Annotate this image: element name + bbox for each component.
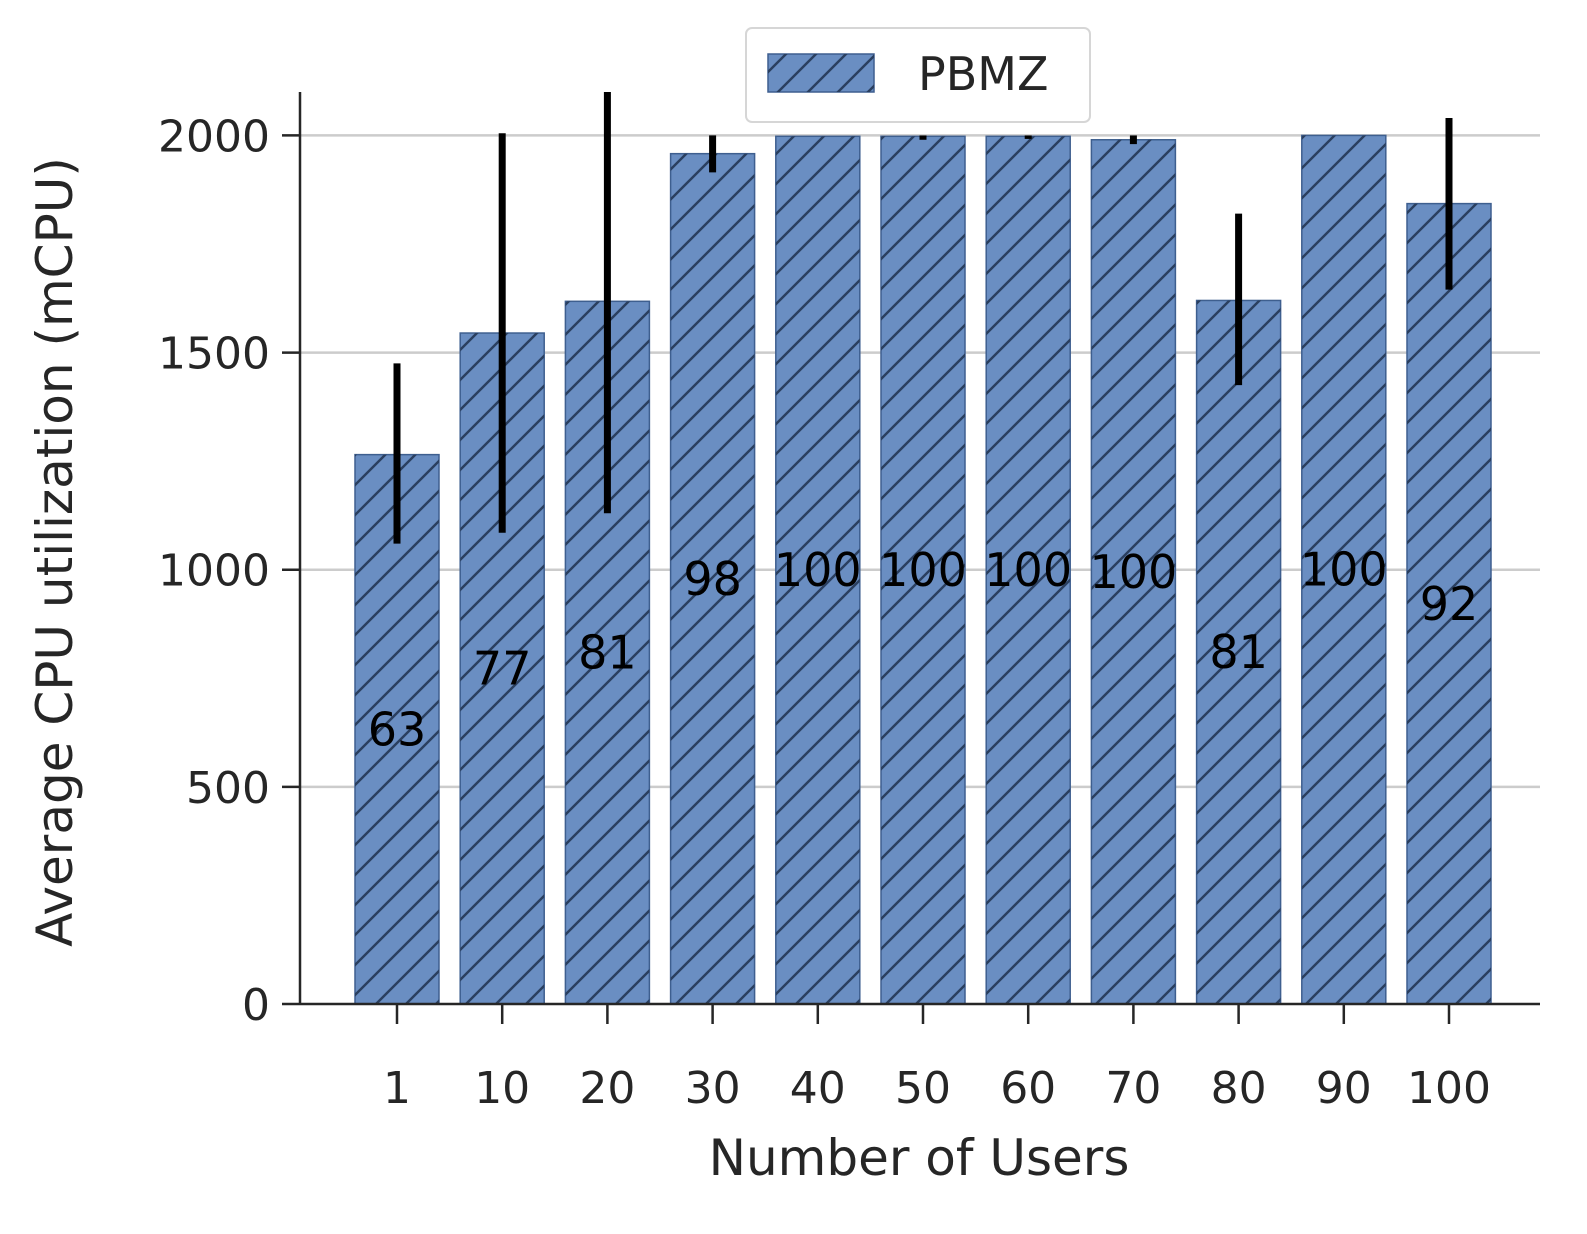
bar-hatch [775,136,860,1005]
bar-hatch [881,136,965,1005]
x-axis-title: Number of Users [709,1129,1130,1187]
y-tick-label: 0 [242,980,270,1031]
bar-hatch [1407,203,1491,1004]
x-tick-label: 40 [790,1063,846,1114]
x-tick-label: 20 [579,1063,635,1114]
bar-value-label: 81 [578,626,637,680]
y-tick-label: 500 [186,763,270,814]
x-tick-label: 60 [1000,1063,1056,1114]
bar-value-label: 100 [1300,543,1388,597]
y-tick-label: 1000 [158,546,270,597]
y-ticks: 0 500 1000 1500 2000 [158,111,300,1031]
legend-box [745,27,1091,123]
bar-hatch [986,136,1071,1005]
bar-hatch [1301,135,1386,1004]
x-tick-label: 1 [383,1063,411,1114]
bar-value-label: 77 [473,642,532,696]
legend-label: PBMZ [918,47,1049,101]
x-ticks: 1 10 20 30 40 50 60 70 80 90 100 [383,1004,1491,1114]
bar-value-label: 100 [1089,545,1177,599]
bar-value-label: 92 [1420,577,1479,631]
y-tick-label: 2000 [158,111,270,162]
bar-value-label: 100 [879,543,967,597]
bar-value-label: 81 [1209,625,1268,679]
legend: PBMZ [745,27,1091,123]
x-tick-label: 70 [1105,1063,1161,1114]
x-tick-label: 100 [1407,1063,1491,1114]
y-tick-label: 1500 [158,329,270,380]
bar-hatch [1196,300,1281,1004]
x-tick-label: 10 [474,1063,530,1114]
error-bars [393,92,1453,544]
legend-swatch-hatch [768,54,874,92]
bar-value-label: 100 [774,543,862,597]
bar-value-label: 100 [984,543,1072,597]
bar-hatch [670,153,755,1004]
x-tick-label: 90 [1316,1063,1372,1114]
x-tick-label: 50 [895,1063,951,1114]
bar-hatch [1091,139,1176,1004]
bar-labels: 63 77 81 98 100 100 100 100 81 100 92 [368,543,1479,757]
bar-hatch [355,454,439,1005]
x-tick-label: 80 [1211,1063,1267,1114]
axes [298,92,1540,1006]
x-tick-label: 30 [685,1063,741,1114]
y-axis-title: Average CPU utilization (mCPU) [26,157,84,947]
bar-value-label: 98 [683,552,742,606]
bar-value-label: 63 [368,702,427,756]
